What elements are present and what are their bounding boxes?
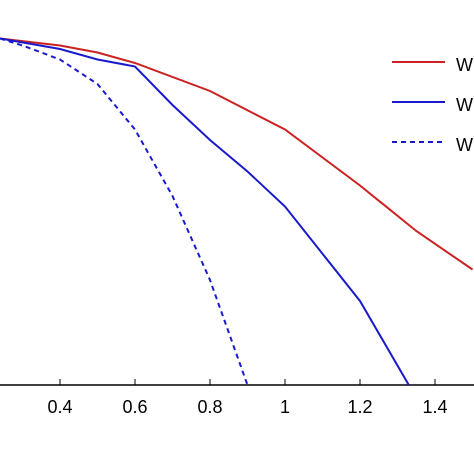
legend-label: W [456,95,473,115]
x-tick-label: 1.4 [422,397,447,417]
x-tick-label: 0.6 [122,397,147,417]
x-tick-label: 1 [280,397,290,417]
legend-label: W [456,55,473,75]
series-line [0,37,249,386]
x-tick-label: 0.4 [47,397,72,417]
legend-label: W [456,135,473,155]
series-line [0,37,474,271]
x-tick-label: 1.2 [347,397,372,417]
x-tick-label: 0.8 [197,397,222,417]
series-line [0,37,410,386]
